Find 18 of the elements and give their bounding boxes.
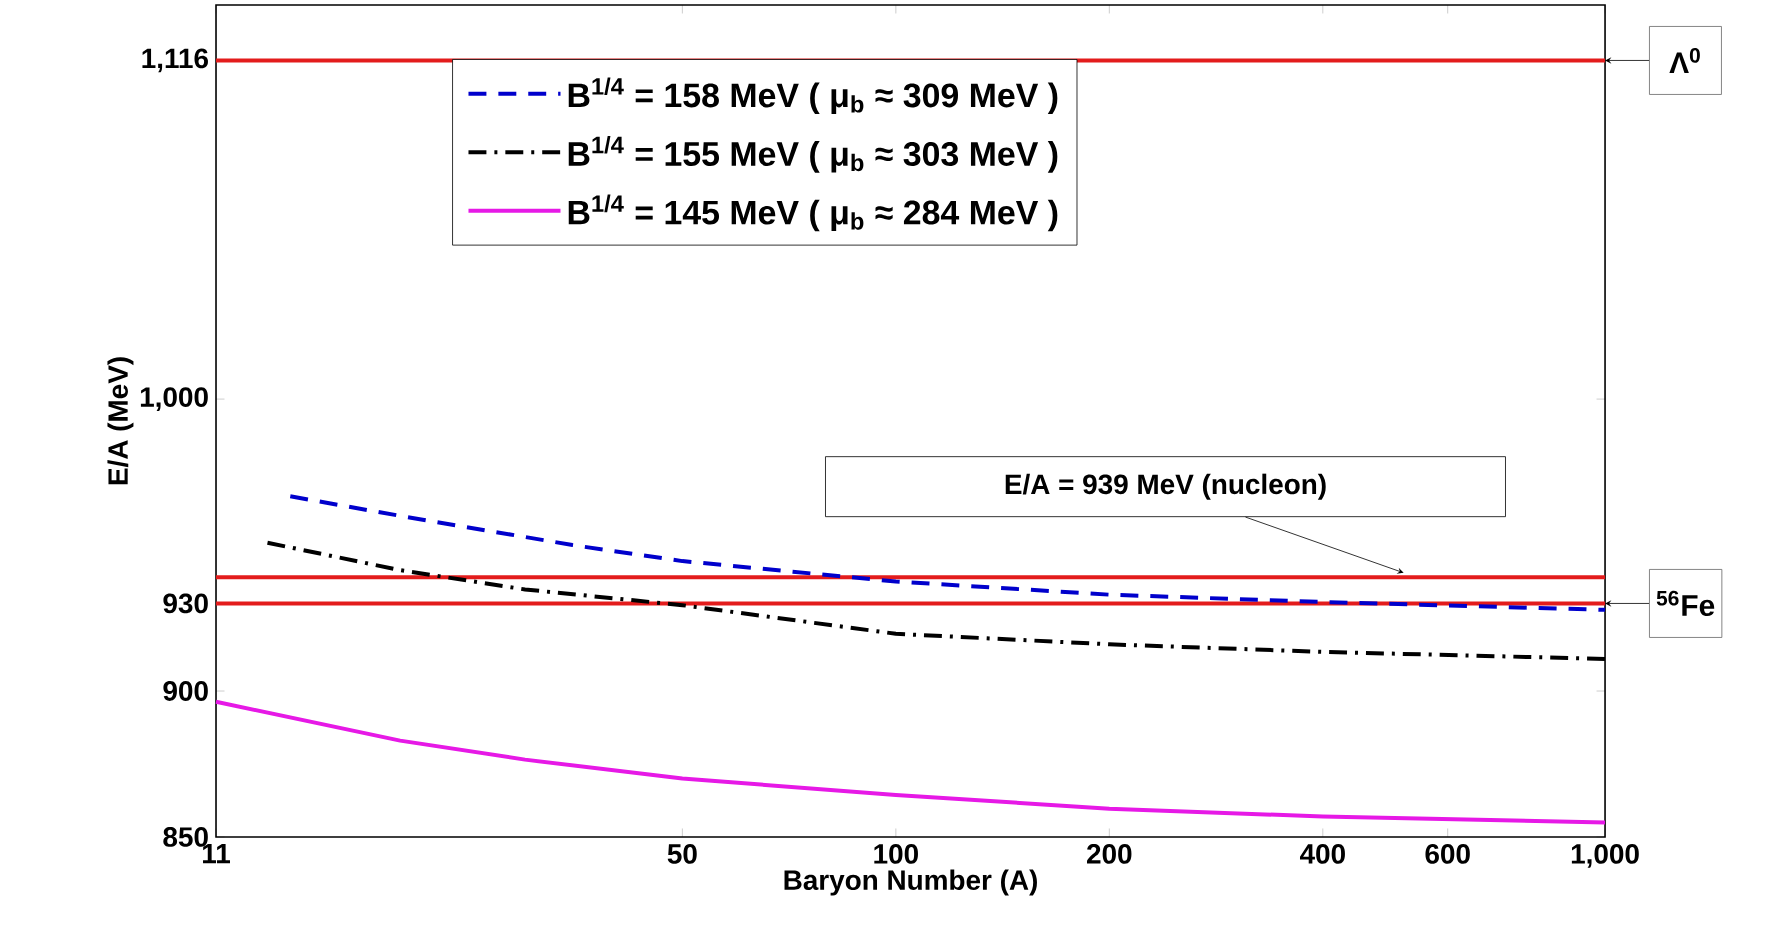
y-tick-label: 1,000 bbox=[140, 387, 208, 411]
x-tick-label: 400 bbox=[1299, 844, 1345, 864]
legend-label: B$^{1/4}$ = 145 MeV ( μ$_{b}$ ≈ 284 MeV ) bbox=[568, 194, 1058, 232]
y-tick-label: 930 bbox=[163, 593, 208, 614]
y-tick-label: 900 bbox=[163, 681, 208, 701]
y-axis-title: E/A (MeV) bbox=[107, 357, 134, 485]
x-axis-title: Baryon Number (A) bbox=[784, 869, 1037, 896]
ref-line-label: $^{56}$Fe bbox=[1656, 590, 1715, 617]
x-tick-label: 1,000 bbox=[1571, 844, 1639, 868]
x-tick-label: 200 bbox=[1087, 844, 1132, 864]
x-tick-label: 100 bbox=[874, 844, 918, 864]
x-tick-label: 600 bbox=[1425, 844, 1470, 864]
y-tick-label: 1,116 bbox=[142, 48, 208, 73]
legend-label: B$^{1/4}$ = 155 MeV ( μ$_{b}$ ≈ 303 MeV ) bbox=[568, 135, 1058, 173]
legend-label: B$^{1/4}$ = 158 MeV ( μ$_{b}$ ≈ 309 MeV ) bbox=[568, 77, 1058, 115]
x-tick-label: 50 bbox=[667, 844, 697, 864]
ref-line-label: E/A = 939 MeV (nucleon) bbox=[1005, 473, 1326, 500]
ref-line-label: Λ$^{0}$ bbox=[1669, 47, 1700, 73]
